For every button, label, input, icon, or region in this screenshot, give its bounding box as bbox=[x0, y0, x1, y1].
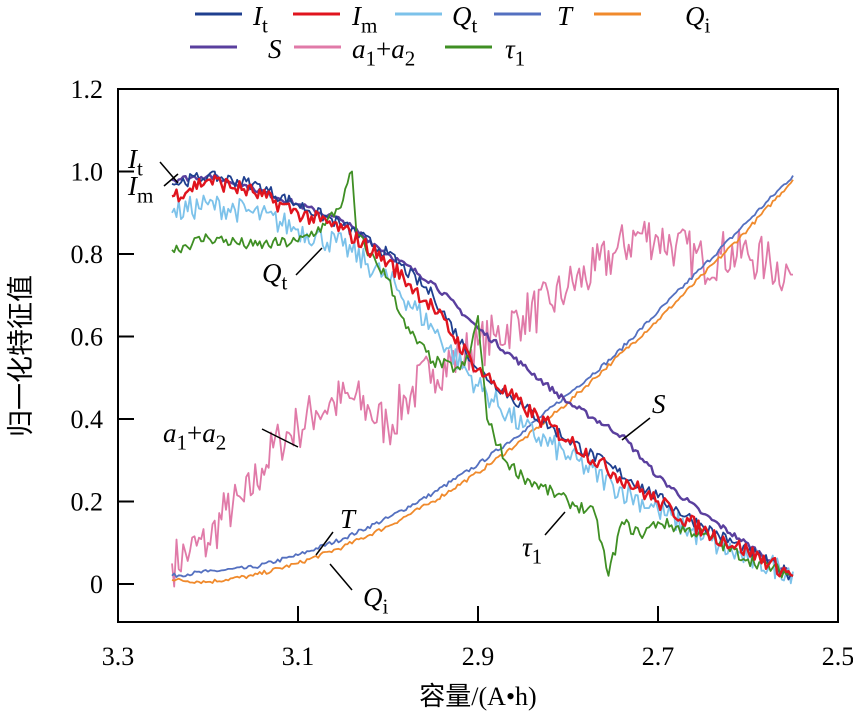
label-symbol: T bbox=[557, 1, 574, 31]
series-line-τ1 bbox=[171, 170, 794, 579]
y-tick-label: 0.8 bbox=[71, 240, 104, 269]
plot-frame bbox=[117, 88, 839, 623]
series-line-Im bbox=[171, 174, 794, 578]
label-plus: + bbox=[187, 418, 202, 448]
annotation-leader-τ1 bbox=[544, 511, 566, 536]
annotation-label-Qt: Qt bbox=[262, 258, 288, 295]
legend-label-Qi: Qi bbox=[685, 1, 711, 38]
annotation-label-Qi: Qi bbox=[363, 582, 389, 619]
y-axis-label: 归一化特征值 bbox=[6, 275, 36, 437]
label-subscript: 1 bbox=[515, 47, 526, 71]
label-symbol: Q bbox=[262, 258, 282, 288]
label-subscript: 1 bbox=[177, 431, 188, 455]
legend-label-S: S bbox=[268, 34, 282, 64]
label-symbol: I bbox=[127, 144, 139, 174]
legend-label-It: It bbox=[252, 1, 268, 38]
x-tick-label: 2.7 bbox=[642, 642, 675, 671]
series-line-Qi bbox=[171, 179, 794, 585]
annotation-leader-a1+a2 bbox=[261, 428, 299, 448]
legend-label-a1+a2: a1+a2 bbox=[352, 34, 415, 71]
annotation-label-τ1: τ1 bbox=[522, 532, 542, 569]
annotation-leader-T bbox=[315, 531, 334, 556]
label-subscript: i bbox=[705, 14, 711, 38]
annotation-leader-Qt bbox=[295, 247, 323, 276]
annotation-leader-Im bbox=[163, 173, 179, 187]
x-tick-label: 2.9 bbox=[462, 642, 495, 671]
x-tick-label: 3.1 bbox=[282, 642, 315, 671]
label-symbol: I bbox=[351, 1, 363, 31]
y-tick-label: 0.4 bbox=[71, 405, 104, 434]
label-symbol: τ bbox=[505, 34, 516, 64]
label-subscript: 1 bbox=[366, 47, 377, 71]
legend-label-Qt: Qt bbox=[452, 1, 478, 38]
legend: It Im Qt T QiS a1+a2 τ1 bbox=[190, 1, 711, 71]
annotation-leader-S bbox=[621, 417, 651, 441]
label-symbol: T bbox=[340, 504, 357, 534]
y-tick-label: 0.6 bbox=[71, 323, 104, 352]
series-lines bbox=[171, 170, 794, 588]
label-subscript: t bbox=[137, 157, 143, 181]
label-subscript: t bbox=[262, 14, 268, 38]
label-subscript: i bbox=[383, 595, 389, 619]
label-subscript: m bbox=[137, 184, 154, 208]
label-symbol: Q bbox=[363, 582, 383, 612]
label-symbol: a bbox=[202, 418, 216, 448]
label-symbol: S bbox=[652, 389, 666, 419]
label-subscript: m bbox=[361, 14, 378, 38]
label-plus: + bbox=[376, 34, 391, 64]
y-tick-label: 0 bbox=[90, 570, 103, 599]
label-symbol: I bbox=[127, 171, 139, 201]
label-symbol: a bbox=[163, 418, 177, 448]
y-tick-label: 1.2 bbox=[71, 75, 104, 104]
legend-label-T: T bbox=[557, 1, 574, 31]
annotation-label-It: It bbox=[127, 144, 143, 181]
legend-label-τ1: τ1 bbox=[505, 34, 525, 71]
annotation-label-a1+a2: a1+a2 bbox=[163, 418, 226, 455]
label-symbol: I bbox=[252, 1, 264, 31]
axes: 3.3 3.1 2.9 2.7 2.5 0 0.2 0.4 0.6 0.8 1.0 1.2 bbox=[71, 75, 853, 671]
label-symbol: Q bbox=[452, 1, 472, 31]
legend-label-Im: Im bbox=[351, 1, 378, 38]
label-subscript: t bbox=[472, 14, 478, 38]
y-tick-label: 0.2 bbox=[71, 488, 104, 517]
label-symbol: a bbox=[352, 34, 366, 64]
x-axis-label: 容量/(A•h) bbox=[419, 682, 536, 711]
x-tick-label: 3.3 bbox=[102, 642, 135, 671]
label-symbol: a bbox=[391, 34, 405, 64]
annotation-label-S: S bbox=[652, 389, 666, 419]
label-subscript: 2 bbox=[216, 431, 227, 455]
label-symbol: S bbox=[268, 34, 282, 64]
annotation-leader-It bbox=[159, 161, 179, 184]
x-tick-label: 2.5 bbox=[822, 642, 853, 671]
label-subscript: 2 bbox=[405, 47, 416, 71]
annotation-label-T: T bbox=[340, 504, 357, 534]
label-subscript: t bbox=[282, 271, 288, 295]
label-symbol: τ bbox=[522, 532, 533, 562]
y-tick-label: 1.0 bbox=[71, 158, 104, 187]
series-line-T bbox=[171, 175, 794, 578]
label-subscript: 1 bbox=[532, 545, 543, 569]
label-symbol: Q bbox=[685, 1, 705, 31]
annotation-label-Im: Im bbox=[127, 171, 154, 208]
annotation-leader-Qi bbox=[329, 563, 353, 591]
